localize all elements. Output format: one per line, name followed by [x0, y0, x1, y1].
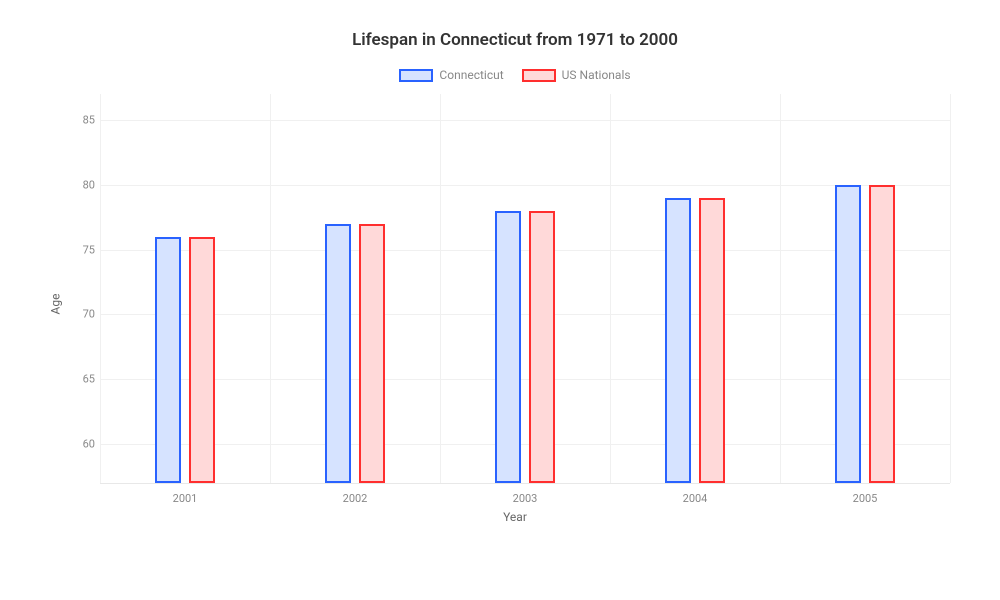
bar-connecticut [495, 211, 521, 483]
bar-us-nationals [189, 237, 215, 483]
legend-swatch [522, 69, 556, 82]
legend: Connecticut US Nationals [70, 68, 960, 82]
bar-connecticut [665, 198, 691, 483]
y-tick-label: 85 [70, 113, 95, 126]
x-axis-label: Year [503, 510, 527, 524]
bar-connecticut [835, 185, 861, 483]
gridline [100, 185, 950, 186]
vgridline [610, 94, 611, 483]
bar-us-nationals [359, 224, 385, 483]
chart-container: Lifespan in Connecticut from 1971 to 200… [0, 0, 1000, 600]
bar-us-nationals [869, 185, 895, 483]
y-tick-label: 75 [70, 243, 95, 256]
x-tick-label: 2004 [683, 492, 708, 505]
gridline [100, 444, 950, 445]
gridline [100, 250, 950, 251]
legend-item-us-nationals: US Nationals [522, 68, 631, 82]
x-tick-label: 2002 [343, 492, 368, 505]
gridline [100, 379, 950, 380]
legend-item-connecticut: Connecticut [399, 68, 503, 82]
vgridline [440, 94, 441, 483]
bar-us-nationals [699, 198, 725, 483]
plot: Age 60657075808520012002200320042005 Yea… [70, 94, 960, 514]
gridline [100, 314, 950, 315]
y-tick-label: 65 [70, 373, 95, 386]
legend-swatch [399, 69, 433, 82]
x-tick-label: 2001 [173, 492, 198, 505]
vgridline [950, 94, 951, 483]
bar-us-nationals [529, 211, 555, 483]
legend-label: US Nationals [562, 68, 631, 82]
x-tick-label: 2003 [513, 492, 538, 505]
bar-connecticut [155, 237, 181, 483]
gridline [100, 120, 950, 121]
plot-area: 60657075808520012002200320042005 [100, 94, 950, 484]
y-axis-label: Age [48, 294, 62, 315]
chart-title: Lifespan in Connecticut from 1971 to 200… [70, 30, 960, 50]
vgridline [780, 94, 781, 483]
vgridline [100, 94, 101, 483]
y-tick-label: 80 [70, 178, 95, 191]
legend-label: Connecticut [439, 68, 503, 82]
bar-connecticut [325, 224, 351, 483]
y-tick-label: 60 [70, 438, 95, 451]
x-tick-label: 2005 [853, 492, 878, 505]
y-tick-label: 70 [70, 308, 95, 321]
vgridline [270, 94, 271, 483]
